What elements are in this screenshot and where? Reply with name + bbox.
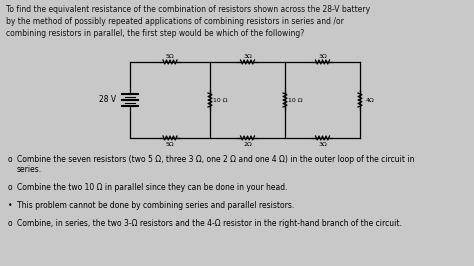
- Text: Combine, in series, the two 3-Ω resistors and the 4-Ω resistor in the right-hand: Combine, in series, the two 3-Ω resistor…: [17, 219, 402, 228]
- Text: •: •: [8, 201, 12, 210]
- Text: combining resistors in parallel, the first step would be which of the following?: combining resistors in parallel, the fir…: [6, 29, 304, 38]
- Text: 5Ω: 5Ω: [166, 143, 174, 148]
- Text: Combine the seven resistors (two 5 Ω, three 3 Ω, one 2 Ω and one 4 Ω) in the out: Combine the seven resistors (two 5 Ω, th…: [17, 155, 414, 164]
- Text: by the method of possibly repeated applications of combining resistors in series: by the method of possibly repeated appli…: [6, 17, 344, 26]
- Text: 10 Ω: 10 Ω: [288, 98, 302, 102]
- Text: 4Ω: 4Ω: [365, 98, 374, 102]
- Text: 3Ω: 3Ω: [318, 53, 327, 59]
- Text: o: o: [8, 183, 13, 192]
- Text: 5Ω: 5Ω: [166, 53, 174, 59]
- Text: o: o: [8, 155, 13, 164]
- Text: o: o: [8, 219, 13, 228]
- Text: This problem cannot be done by combining series and parallel resistors.: This problem cannot be done by combining…: [17, 201, 294, 210]
- Text: series.: series.: [17, 165, 42, 174]
- Text: Combine the two 10 Ω in parallel since they can be done in your head.: Combine the two 10 Ω in parallel since t…: [17, 183, 288, 192]
- Text: 2Ω: 2Ω: [243, 143, 252, 148]
- Text: 3Ω: 3Ω: [243, 53, 252, 59]
- Text: To find the equivalent resistance of the combination of resistors shown across t: To find the equivalent resistance of the…: [6, 5, 370, 14]
- Text: 28 V: 28 V: [100, 95, 117, 105]
- Text: 3Ω: 3Ω: [318, 143, 327, 148]
- Text: 10 Ω: 10 Ω: [213, 98, 227, 102]
